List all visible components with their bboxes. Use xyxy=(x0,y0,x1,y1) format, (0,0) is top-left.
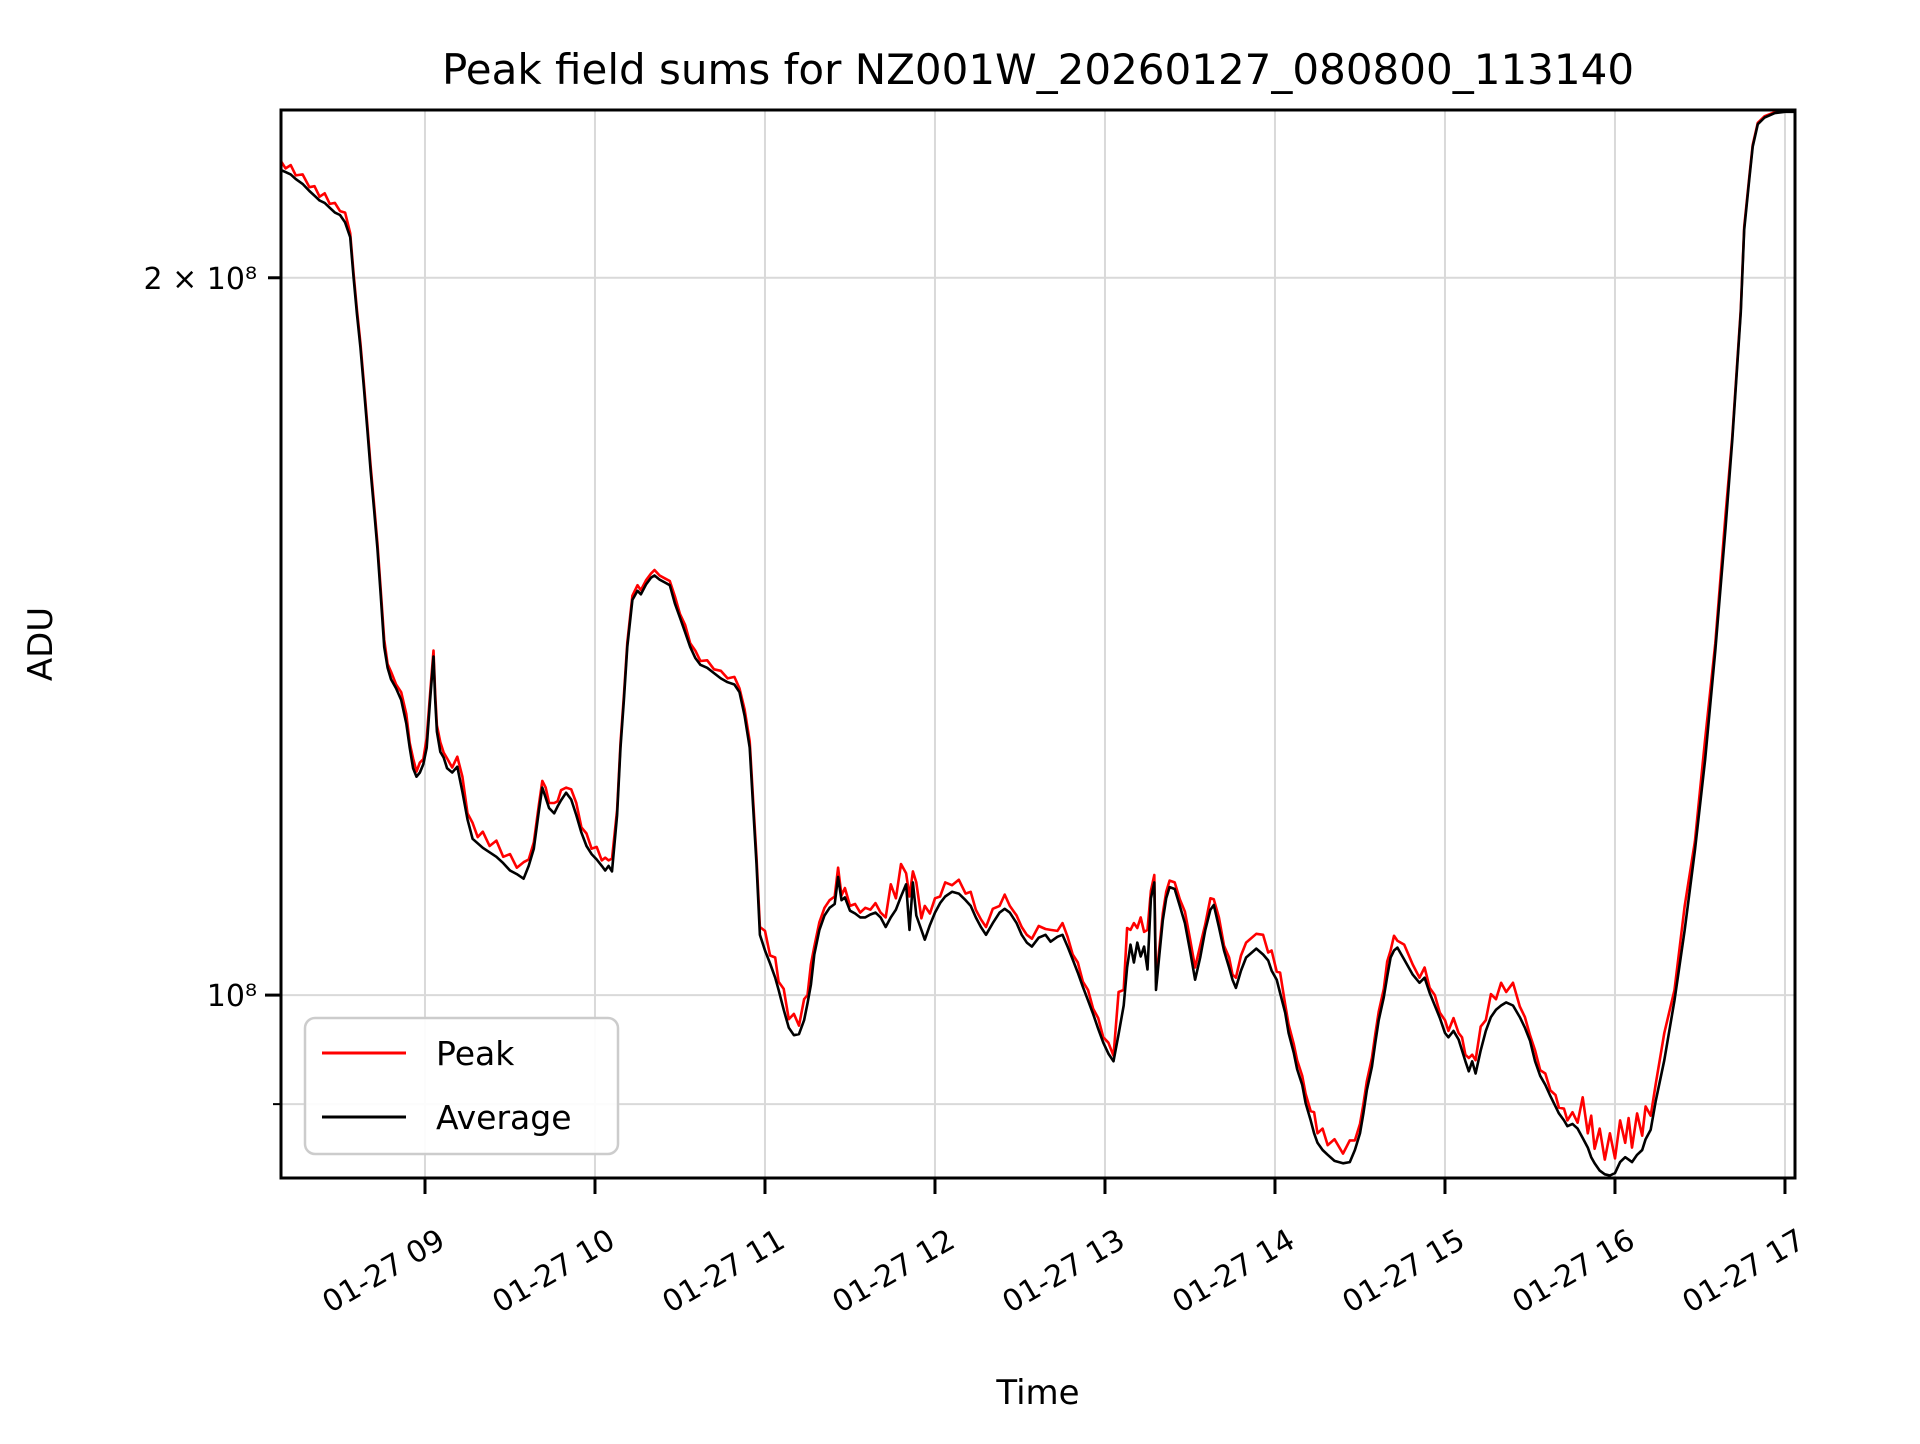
plot-frame xyxy=(279,108,1797,1180)
x-tick-label-01-27-17: 01-27 17 xyxy=(1677,1223,1811,1321)
chart-title: Peak field sums for NZ001W_20260127_0808… xyxy=(442,45,1634,94)
y-tick-label-1: 10⁸ xyxy=(207,979,257,1014)
axes-frame xyxy=(279,108,1797,1180)
legend xyxy=(303,1016,620,1156)
y-axis-label: ADU xyxy=(21,607,61,681)
y-tick-label-2: 2 × 10⁸ xyxy=(144,262,258,297)
legend-label-peak: Peak xyxy=(436,1034,515,1073)
x-tick-label-01-27-09: 01-27 09 xyxy=(317,1223,451,1321)
x-tick-label-01-27-14: 01-27 14 xyxy=(1167,1223,1301,1321)
x-tick-label-01-27-15: 01-27 15 xyxy=(1337,1223,1471,1321)
x-tick-label-01-27-13: 01-27 13 xyxy=(997,1223,1131,1321)
tick-labels: 01-27 09 01-27 10 01-27 11 01-27 12 01-27 13… xyxy=(144,262,1811,1321)
peak-line xyxy=(281,110,1794,1161)
x-axis-label: Time xyxy=(995,1373,1079,1413)
legend-label-average: Average xyxy=(436,1098,572,1137)
tick-marks xyxy=(265,276,1787,1194)
x-tick-label-01-27-11: 01-27 11 xyxy=(657,1223,791,1321)
data-curves xyxy=(281,110,1794,1177)
x-tick-label-01-27-16: 01-27 16 xyxy=(1507,1223,1641,1321)
x-tick-label-01-27-12: 01-27 12 xyxy=(827,1223,961,1321)
average-line xyxy=(281,110,1794,1177)
x-tick-label-01-27-10: 01-27 10 xyxy=(487,1223,621,1321)
